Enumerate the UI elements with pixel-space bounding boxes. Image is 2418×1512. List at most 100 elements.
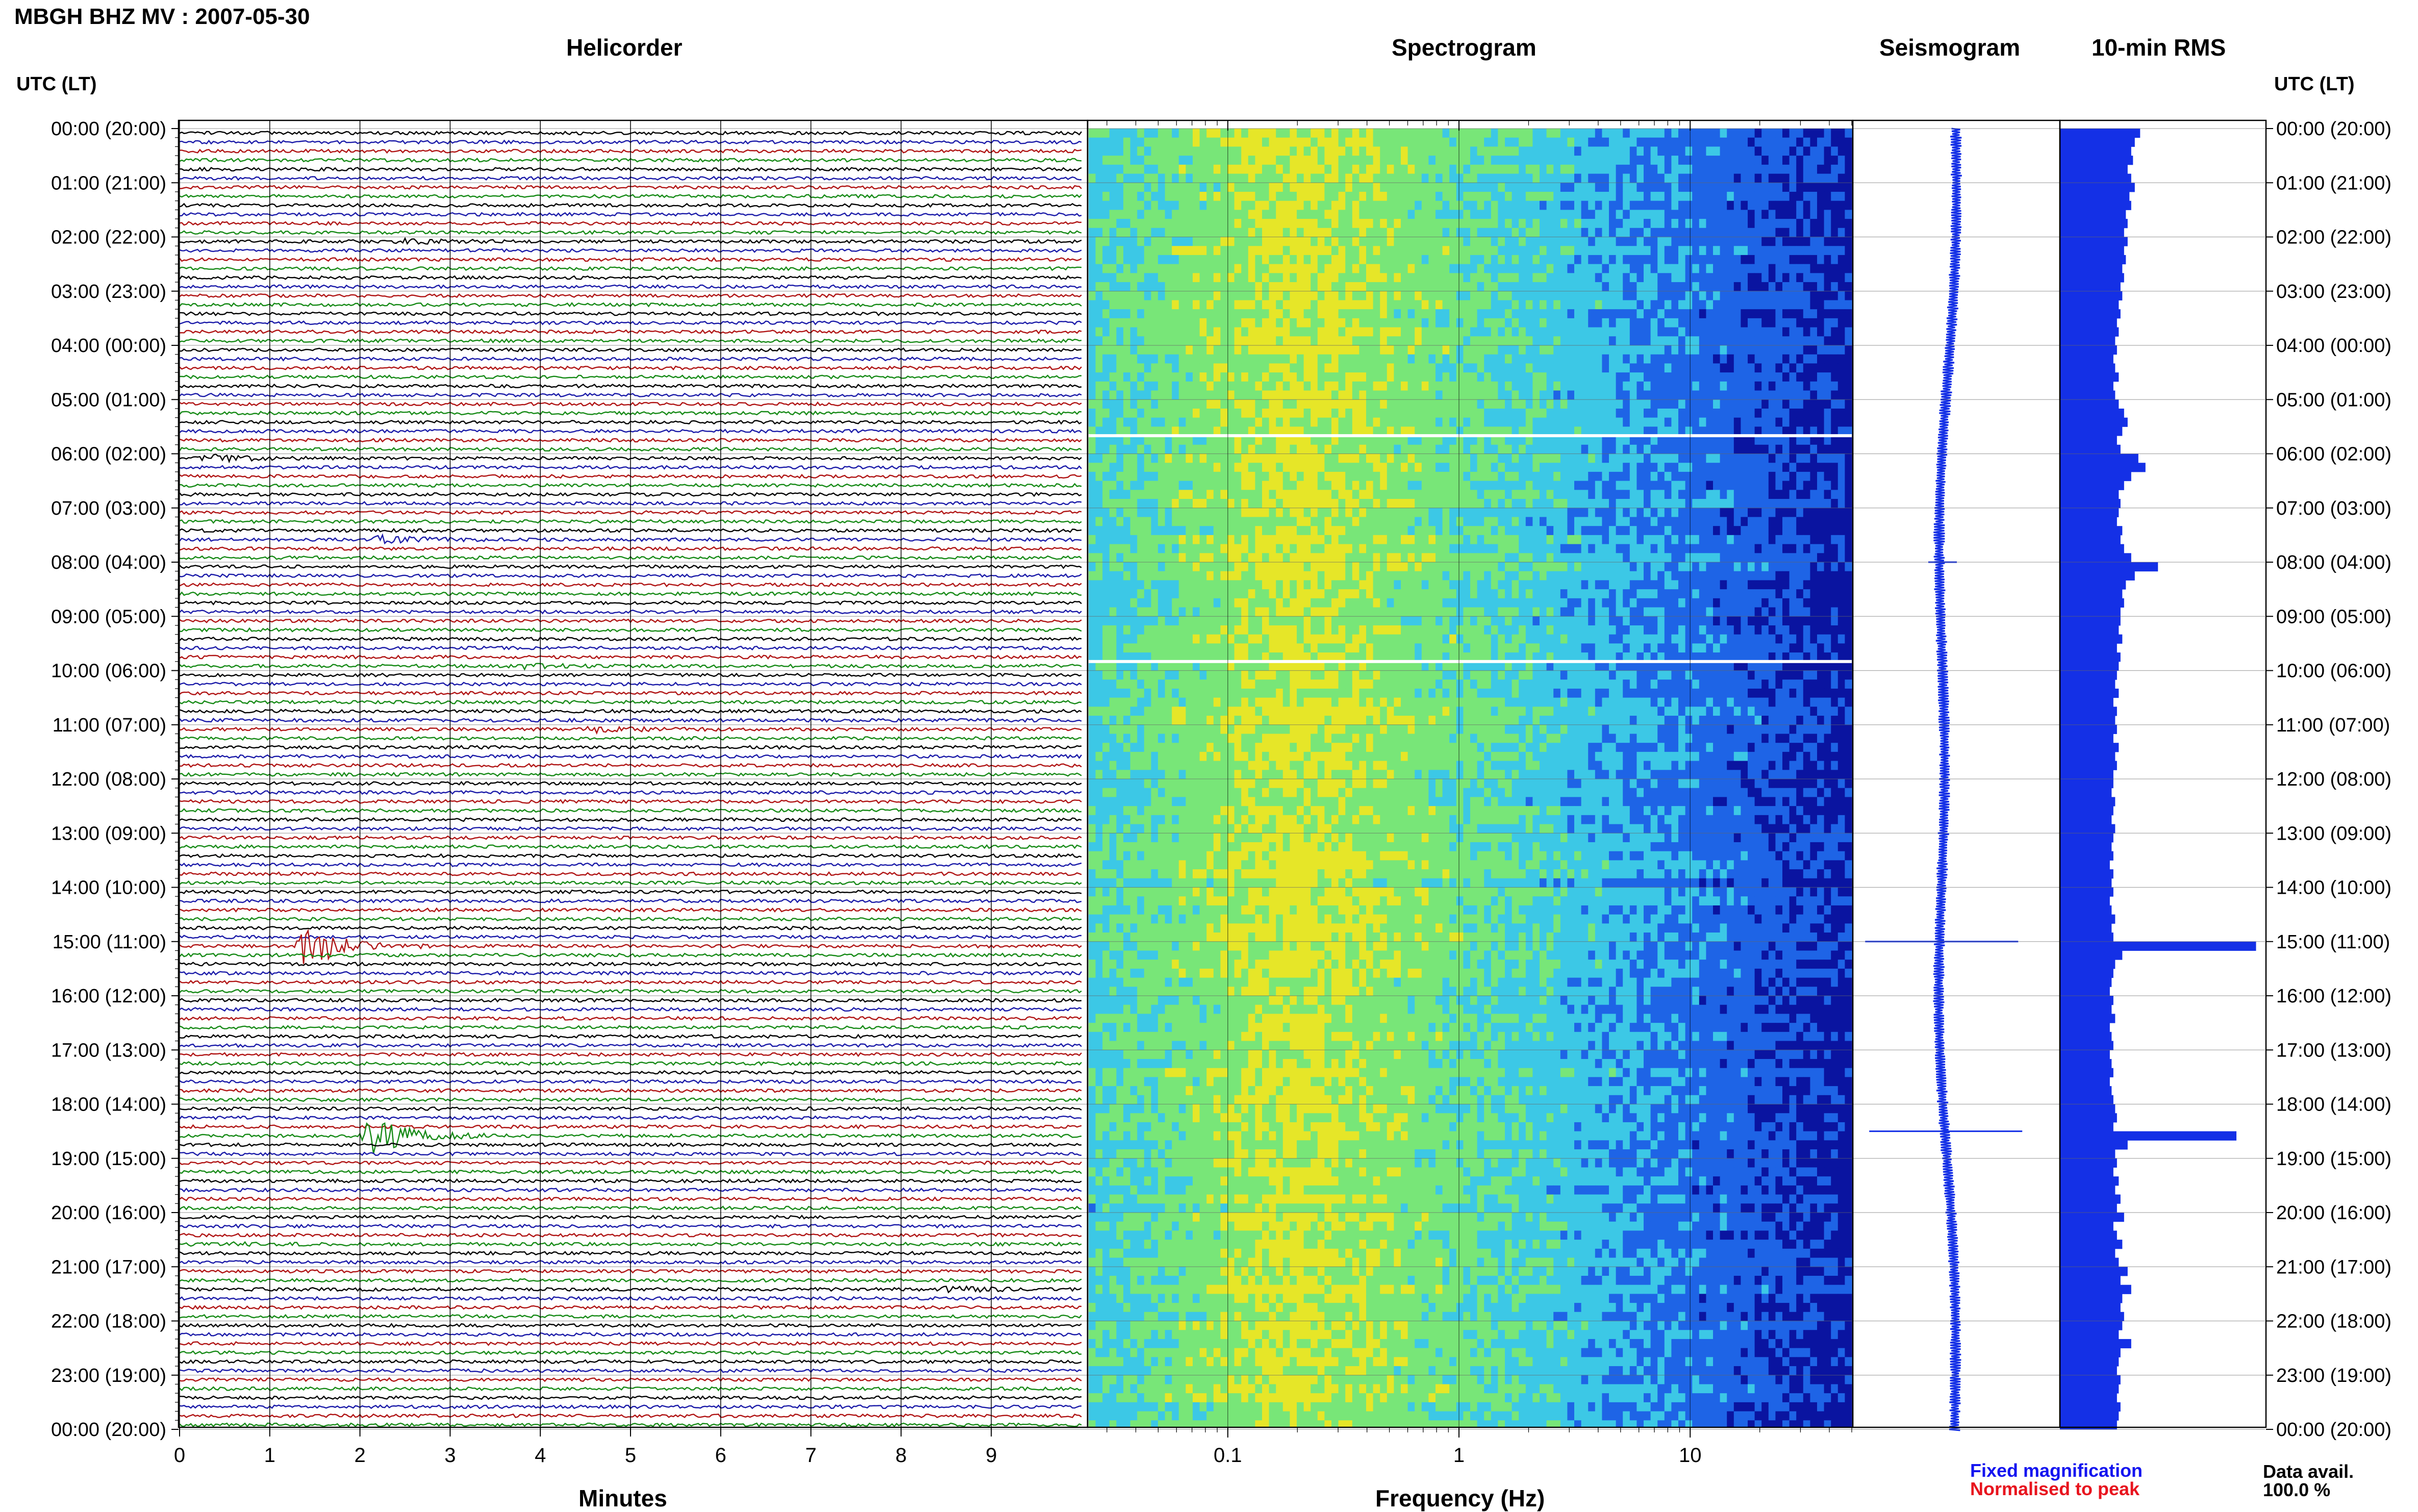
spectrogram-cell bbox=[1311, 318, 1318, 328]
spectrogram-cell bbox=[1199, 200, 1207, 210]
spectrogram-cell bbox=[1255, 173, 1263, 183]
spectrogram-cell bbox=[1137, 499, 1145, 509]
spectrogram-cell bbox=[1359, 228, 1367, 238]
spectrogram-cell bbox=[1373, 210, 1380, 219]
spectrogram-cell bbox=[1553, 291, 1561, 301]
spectrogram-cell bbox=[1345, 481, 1353, 490]
spectrogram-cell bbox=[1248, 327, 1255, 337]
spectrogram-cell bbox=[1442, 291, 1450, 301]
spectrogram-cell bbox=[1401, 264, 1408, 273]
spectrogram-cell bbox=[1692, 417, 1700, 427]
spectrogram-cell bbox=[1671, 282, 1679, 292]
spectrogram-cell bbox=[1512, 436, 1519, 445]
spectrogram-cell bbox=[1269, 481, 1276, 490]
spectrogram-cell bbox=[1837, 490, 1845, 499]
spectrogram-cell bbox=[1692, 200, 1700, 210]
spectrogram-cell bbox=[1796, 363, 1804, 373]
spectrogram-cell bbox=[1407, 210, 1415, 219]
spectrogram-cell bbox=[1199, 471, 1207, 482]
spectrogram-cell bbox=[1748, 463, 1755, 472]
spectrogram-cell bbox=[1428, 129, 1436, 138]
spectrogram-cell bbox=[1290, 191, 1297, 201]
spectrogram-cell bbox=[1248, 381, 1255, 391]
spectrogram-cell bbox=[1525, 173, 1533, 183]
spectrogram-cell bbox=[1123, 210, 1131, 219]
spectrogram-cell bbox=[1699, 463, 1706, 472]
spectrogram-cell bbox=[1193, 300, 1200, 310]
spectrogram-cell bbox=[1546, 183, 1554, 192]
spectrogram-cell bbox=[1727, 219, 1734, 229]
spectrogram-cell bbox=[1248, 444, 1255, 455]
spectrogram-cell bbox=[1678, 471, 1686, 482]
spectrogram-cell bbox=[1692, 237, 1700, 246]
spectrogram-cell bbox=[1789, 499, 1797, 509]
spectrogram-cell bbox=[1262, 426, 1270, 436]
spectrogram-cell bbox=[1560, 526, 1568, 536]
spectrogram-cell bbox=[1498, 282, 1505, 292]
spectrogram-cell bbox=[1664, 237, 1672, 246]
spectrogram-cell bbox=[1373, 246, 1380, 256]
spectrogram-cell bbox=[1484, 156, 1492, 165]
spectrogram-cell bbox=[1144, 345, 1151, 355]
spectrogram-cell bbox=[1810, 210, 1818, 219]
spectrogram-cell bbox=[1165, 490, 1172, 499]
spectrogram-cell bbox=[1303, 282, 1311, 292]
spectrogram-cell bbox=[1810, 390, 1818, 400]
spectrogram-cell bbox=[1144, 363, 1151, 373]
spectrogram-cell bbox=[1366, 237, 1374, 246]
spectrogram-cell bbox=[1789, 490, 1797, 499]
spectrogram-cell bbox=[1421, 372, 1429, 382]
spectrogram-cell bbox=[1498, 156, 1505, 165]
spectrogram-cell bbox=[1345, 354, 1353, 364]
spectrogram-cell bbox=[1442, 526, 1450, 536]
spectrogram-cell bbox=[1290, 164, 1297, 174]
spectrogram-cell bbox=[1095, 444, 1103, 455]
spectrogram-cell bbox=[1831, 453, 1838, 463]
spectrogram-cell bbox=[1699, 191, 1706, 201]
spectrogram-cell bbox=[1401, 228, 1408, 238]
spectrogram-cell bbox=[1796, 255, 1804, 265]
spectrogram-cell bbox=[1636, 471, 1644, 482]
spectrogram-cell bbox=[1095, 381, 1103, 391]
spectrogram-cell bbox=[1116, 408, 1124, 418]
spectrogram-cell bbox=[1123, 146, 1131, 156]
spectrogram-cell bbox=[1109, 291, 1117, 301]
spectrogram-cell bbox=[1366, 210, 1374, 219]
spectrogram-cell bbox=[1824, 219, 1831, 229]
spectrogram-cell bbox=[1255, 508, 1263, 518]
spectrogram-cell bbox=[1761, 481, 1769, 490]
spectrogram-cell bbox=[1338, 336, 1346, 346]
spectrogram-cell bbox=[1463, 219, 1471, 229]
spectrogram-cell bbox=[1741, 246, 1748, 256]
spectrogram-cell bbox=[1345, 345, 1353, 355]
spectrogram-cell bbox=[1692, 156, 1700, 165]
spectrogram-cell bbox=[1623, 156, 1630, 165]
spectrogram-cell bbox=[1782, 237, 1790, 246]
spectrogram-cell bbox=[1380, 264, 1388, 273]
spectrogram-cell bbox=[1407, 345, 1415, 355]
spectrogram-cell bbox=[1290, 508, 1297, 518]
spectrogram-cell bbox=[1137, 381, 1145, 391]
spectrogram-cell bbox=[1761, 137, 1769, 147]
spectrogram-cell bbox=[1213, 526, 1221, 536]
spectrogram-cell bbox=[1137, 453, 1145, 463]
spectrogram-cell bbox=[1373, 526, 1380, 536]
spectrogram-cell bbox=[1692, 129, 1700, 138]
spectrogram-cell bbox=[1810, 453, 1818, 463]
spectrogram-cell bbox=[1727, 327, 1734, 337]
spectrogram-cell bbox=[1560, 327, 1568, 337]
spectrogram-cell bbox=[1206, 363, 1214, 373]
spectrogram-cell bbox=[1435, 354, 1443, 364]
spectrogram-cell bbox=[1845, 183, 1852, 192]
spectrogram-cell bbox=[1477, 444, 1484, 455]
spectrogram-cell bbox=[1699, 246, 1706, 256]
spectrogram-cell bbox=[1519, 327, 1526, 337]
spectrogram-cell bbox=[1484, 164, 1492, 174]
spectrogram-cell bbox=[1165, 463, 1172, 472]
spectrogram-cell bbox=[1345, 381, 1353, 391]
spectrogram-cell bbox=[1595, 399, 1602, 409]
spectrogram-cell bbox=[1609, 526, 1617, 536]
spectrogram-cell bbox=[1540, 426, 1547, 436]
spectrogram-cell bbox=[1394, 156, 1401, 165]
spectrogram-cell bbox=[1623, 300, 1630, 310]
